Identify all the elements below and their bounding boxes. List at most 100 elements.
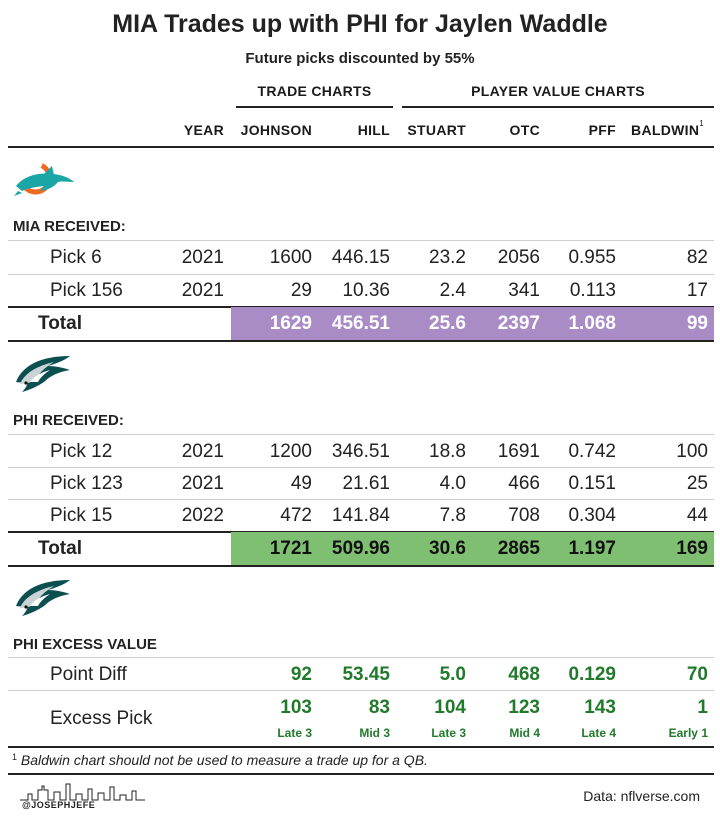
mia-received-label: MIA RECEIVED: xyxy=(13,218,126,235)
johnson-round-label: Late 3 xyxy=(277,726,312,740)
row-divider xyxy=(8,467,714,468)
stuart-value: 23.2 xyxy=(429,247,466,268)
hill-value: 446.15 xyxy=(331,247,390,268)
table-row: Pick 6 2021 1600 446.15 23.2 2056 0.955 … xyxy=(8,241,714,274)
col-stuart: STUART xyxy=(407,122,466,138)
table-row: Pick 123 2021 49 21.61 4.0 466 0.151 25 xyxy=(8,467,714,500)
baldwin-excess-pick: 1 xyxy=(697,697,708,718)
johnson-total: 1629 xyxy=(269,313,312,334)
total-label: Total xyxy=(38,313,82,334)
pick-year: 2021 xyxy=(181,441,224,462)
excess-section-rule xyxy=(8,657,714,658)
johnson-value: 1600 xyxy=(269,247,312,268)
baldwin-value: 100 xyxy=(676,441,708,462)
page-title: MIA Trades up with PHI for Jaylen Waddle xyxy=(112,10,608,38)
baldwin-value: 82 xyxy=(686,247,708,268)
johnson-value: 472 xyxy=(280,505,312,526)
col-johnson: JOHNSON xyxy=(240,122,312,138)
col-baldwin-footnote-mark: 1 xyxy=(699,119,704,128)
otc-value: 466 xyxy=(508,473,540,494)
eagles-logo-icon xyxy=(16,580,70,616)
stuart-diff: 5.0 xyxy=(439,664,466,685)
pick-year: 2021 xyxy=(181,247,224,268)
header-rule xyxy=(8,146,714,148)
otc-value: 2056 xyxy=(497,247,540,268)
stuart-value: 18.8 xyxy=(429,441,466,462)
pick-name: Pick 15 xyxy=(50,505,113,526)
pff-value: 0.113 xyxy=(569,280,616,301)
pff-value: 0.742 xyxy=(568,441,616,462)
baldwin-total: 99 xyxy=(686,313,708,334)
johnson-total: 1721 xyxy=(269,538,312,559)
author-handle: @JOSEPHJEFE xyxy=(22,800,96,810)
phi-total-row: Total 1721 509.96 30.6 2865 1.197 169 xyxy=(8,532,714,565)
footer-rule xyxy=(8,773,714,775)
phi-excess-value-label: PHI EXCESS VALUE xyxy=(13,636,157,653)
col-otc: OTC xyxy=(509,122,540,138)
footnote-mark: 1 xyxy=(12,752,18,762)
hill-value: 346.51 xyxy=(331,441,390,462)
mia-total-row: Total 1629 456.51 25.6 2397 1.068 99 xyxy=(8,307,714,340)
otc-round-label: Mid 4 xyxy=(509,726,540,740)
total-rule-bottom xyxy=(8,340,714,342)
baldwin-round-label: Early 1 xyxy=(668,726,708,740)
row-divider xyxy=(8,690,714,691)
point-diff-label: Point Diff xyxy=(50,664,127,685)
pick-year: 2022 xyxy=(181,505,224,526)
hill-total: 456.51 xyxy=(331,313,390,334)
trade-charts-label: TRADE CHARTS xyxy=(257,83,372,99)
col-pff: PFF xyxy=(588,122,616,138)
pick-year: 2021 xyxy=(181,473,224,494)
footnote-rule xyxy=(8,746,714,748)
phi-received-label: PHI RECEIVED: xyxy=(13,412,124,429)
johnson-value: 1200 xyxy=(269,441,312,462)
stuart-total: 30.6 xyxy=(429,538,466,559)
hill-value: 10.36 xyxy=(342,280,390,301)
baldwin-diff: 70 xyxy=(686,664,708,685)
johnson-excess-pick: 103 xyxy=(280,697,312,718)
table-row: Pick 156 2021 29 10.36 2.4 341 0.113 17 xyxy=(8,274,714,307)
hill-value: 21.61 xyxy=(342,473,390,494)
otc-excess-pick: 123 xyxy=(508,697,540,718)
eagles-logo-icon xyxy=(16,356,70,392)
pff-value: 0.955 xyxy=(568,247,616,268)
stuart-round-label: Late 3 xyxy=(431,726,466,740)
row-divider xyxy=(8,274,714,275)
hill-excess-pick: 83 xyxy=(368,697,390,718)
total-label: Total xyxy=(38,538,82,559)
excess-pick-row: Excess Pick 103 83 104 123 143 1 xyxy=(8,691,714,745)
johnson-value: 29 xyxy=(290,280,312,301)
otc-value: 1691 xyxy=(497,441,540,462)
stuart-total: 25.6 xyxy=(429,313,466,334)
col-hill: HILL xyxy=(357,122,390,138)
pick-name: Pick 12 xyxy=(50,441,113,462)
table-row: Pick 15 2022 472 141.84 7.8 708 0.304 44 xyxy=(8,499,714,532)
pff-total: 1.068 xyxy=(568,313,616,334)
col-baldwin-label: BALDWIN xyxy=(631,122,700,138)
hill-diff: 53.45 xyxy=(342,664,390,685)
mia-section-rule xyxy=(8,240,714,241)
point-diff-row: Point Diff 92 53.45 5.0 468 0.129 70 xyxy=(8,658,714,691)
otc-value: 341 xyxy=(508,280,540,301)
phi-section-rule xyxy=(8,434,714,435)
col-year: YEAR xyxy=(183,122,224,138)
hill-total: 509.96 xyxy=(331,538,390,559)
stuart-value: 2.4 xyxy=(439,280,466,301)
stuart-value: 7.8 xyxy=(439,505,466,526)
stuart-value: 4.0 xyxy=(439,473,466,494)
data-source: Data: nflverse.com xyxy=(583,788,700,804)
pick-year: 2021 xyxy=(181,280,224,301)
pff-value: 0.304 xyxy=(568,505,616,526)
pff-round-label: Late 4 xyxy=(581,726,616,740)
baldwin-total: 169 xyxy=(676,538,708,559)
pff-diff: 0.129 xyxy=(568,664,616,685)
pick-name: Pick 6 xyxy=(50,247,102,268)
footnote: 1 Baldwin chart should not be used to me… xyxy=(12,752,428,768)
otc-value: 708 xyxy=(508,505,540,526)
pff-total: 1.197 xyxy=(568,538,616,559)
baldwin-value: 25 xyxy=(686,473,708,494)
pick-name: Pick 156 xyxy=(50,280,123,301)
page-subtitle: Future picks discounted by 55% xyxy=(245,50,475,67)
baldwin-value: 17 xyxy=(686,280,708,301)
baldwin-value: 44 xyxy=(686,505,708,526)
